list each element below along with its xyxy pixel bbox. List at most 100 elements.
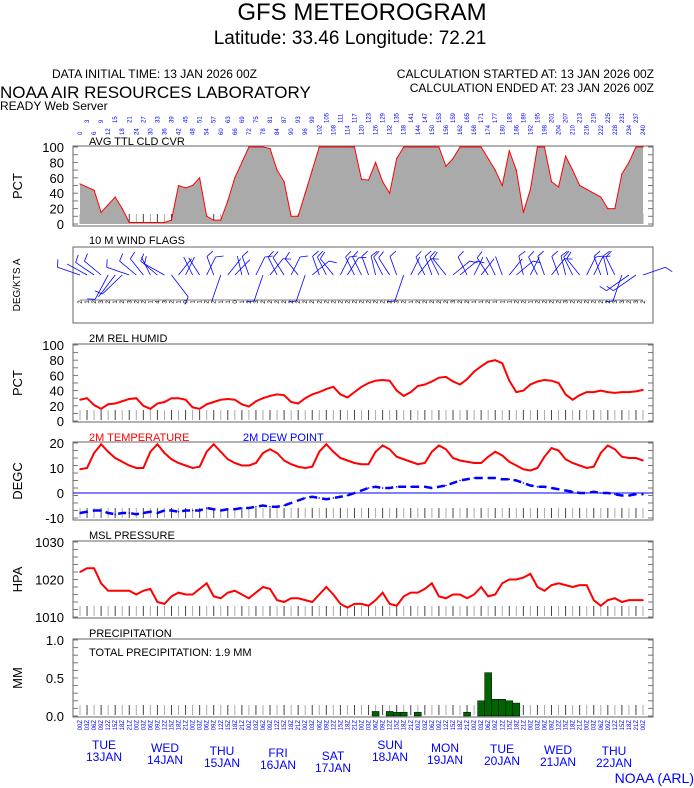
- wind-speed-label: 2: [430, 300, 436, 304]
- wind-barb: [473, 256, 484, 276]
- wind-speed-label: 2: [78, 300, 84, 304]
- day-of-week-label: THU: [210, 744, 235, 758]
- rh-point: [592, 391, 595, 393]
- pres-point: [339, 603, 342, 605]
- pres-point: [614, 597, 616, 600]
- dew-point-point: [128, 512, 131, 514]
- cloud-point: [410, 146, 412, 148]
- forecast-hour-label: 108: [331, 124, 337, 135]
- cloud-point: [480, 146, 482, 148]
- pres-point: [515, 578, 518, 581]
- temperature-point: [234, 462, 236, 464]
- wind-barb: [188, 257, 200, 276]
- utc-hour-label: 15Z: [620, 720, 626, 731]
- utc-hour-label: 00Z: [472, 720, 478, 731]
- forecast-hour-label: 156: [444, 124, 450, 135]
- wind-feather: [206, 250, 214, 257]
- pres-point: [170, 595, 173, 598]
- wind-speed-label: 2: [444, 300, 450, 304]
- rh-point: [635, 390, 637, 393]
- wind-barb: [602, 250, 610, 276]
- wind-barb: [312, 250, 320, 276]
- forecast-hour-label: 234: [627, 124, 633, 135]
- wind-speed-label: 2: [134, 300, 140, 304]
- forecast-hour-label: 99: [310, 116, 316, 123]
- wind-staff: [485, 256, 496, 276]
- wind-barb: [352, 250, 362, 276]
- rh-point: [226, 398, 229, 400]
- dew-point-point: [163, 509, 166, 512]
- wind-speed-label: 1: [219, 300, 225, 304]
- wind-staff: [480, 258, 495, 276]
- wind-barb: [518, 250, 526, 276]
- forecast-hour-label: 231: [620, 112, 626, 123]
- wind-staff: [452, 260, 470, 276]
- wind-staff: [530, 256, 540, 276]
- rh-point: [515, 391, 518, 393]
- wind-barb: [457, 250, 468, 276]
- wind-speed-label: 2: [282, 300, 288, 304]
- utc-hour-label: 12Z: [275, 720, 281, 731]
- rh-point: [339, 393, 342, 396]
- utc-hour-label: 03Z: [535, 720, 541, 731]
- forecast-hour-label: 141: [409, 112, 415, 123]
- wind-speed-label: 2: [303, 300, 309, 304]
- wind-staff: [206, 256, 216, 276]
- wind-staff: [516, 260, 534, 276]
- rh-point: [212, 401, 215, 403]
- y-tick-label: 100: [42, 140, 64, 155]
- forecast-hour-label: 90: [289, 128, 295, 135]
- utc-hour-label: 09Z: [155, 720, 161, 731]
- utc-hour-label: 06Z: [374, 720, 380, 731]
- wind-staff: [642, 266, 666, 276]
- pres-point: [142, 589, 145, 592]
- temperature-point: [156, 443, 159, 446]
- wind-staff: [140, 260, 158, 276]
- utc-hour-label: 15Z: [395, 720, 401, 731]
- wind-speed-label: 1: [528, 300, 534, 304]
- wind-speed-label: 2: [542, 300, 548, 304]
- precip-bar: [498, 699, 506, 717]
- rh-point: [79, 398, 81, 401]
- forecast-hour-label: 240: [641, 124, 647, 135]
- rh-point: [107, 403, 109, 406]
- y-tick-label: 0: [57, 486, 64, 501]
- cloud-point: [93, 189, 95, 191]
- pres-point: [149, 588, 152, 590]
- rh-point: [100, 408, 102, 410]
- wind-barb: [140, 253, 158, 276]
- dew-point-point: [402, 485, 405, 488]
- rh-point: [297, 402, 299, 405]
- rh-point: [184, 398, 187, 401]
- cloud-point: [142, 221, 144, 224]
- wind-staff: [178, 258, 192, 276]
- rh-point: [290, 401, 292, 403]
- utc-hour-label: 03Z: [198, 720, 204, 731]
- wind-feather: [284, 251, 290, 259]
- wind-staff: [311, 260, 330, 276]
- cloud-point: [184, 187, 187, 189]
- rh-point: [219, 398, 222, 401]
- date-label: 16JAN: [260, 758, 296, 772]
- forecast-hour-label: 39: [169, 116, 175, 123]
- dew-point-point: [508, 478, 511, 481]
- pres-point: [128, 589, 131, 592]
- wind-barb: [284, 251, 299, 276]
- wind-feather: [267, 250, 274, 258]
- temperature-point: [163, 452, 166, 454]
- wind-speed-label: 2: [120, 300, 126, 304]
- cloud-point: [572, 169, 574, 171]
- rh-point: [459, 383, 461, 386]
- pres-point: [156, 601, 159, 603]
- temperature-point: [374, 450, 377, 453]
- pres-point: [550, 584, 553, 586]
- wind-barb: [432, 251, 447, 276]
- dew-point-point: [332, 497, 335, 499]
- forecast-hour-label: 93: [296, 116, 302, 123]
- pres-point: [578, 584, 581, 586]
- pres-point: [417, 591, 419, 594]
- utc-hour-label: 03Z: [141, 720, 147, 731]
- date-label: 19JAN: [427, 753, 463, 767]
